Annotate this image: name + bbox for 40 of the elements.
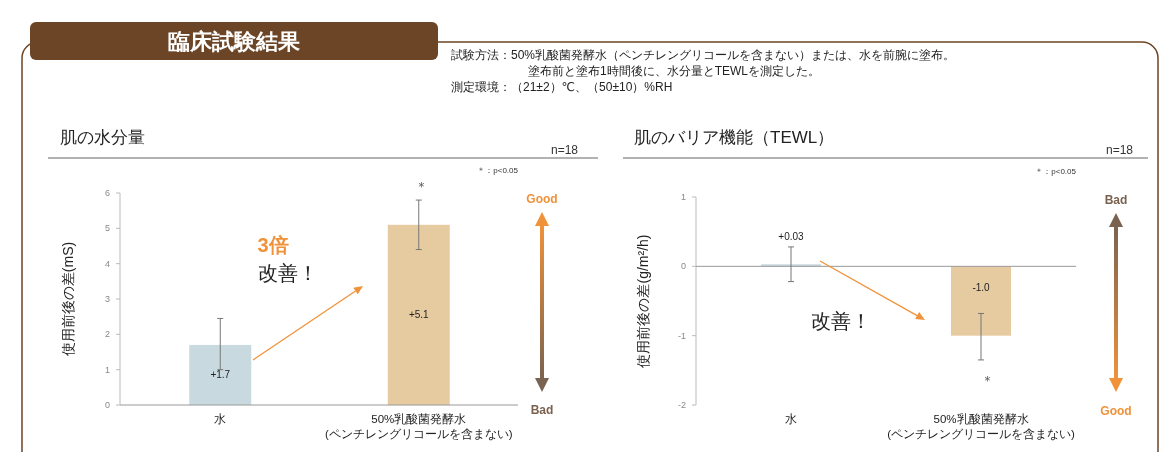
y-axis-title: 使用前後の差(mS)	[60, 241, 76, 357]
annotation: 改善！	[258, 262, 318, 284]
x-tick-label: 水	[214, 413, 227, 425]
text: Good	[526, 192, 558, 206]
text: Bad	[530, 403, 554, 417]
y-tick-label: 1	[680, 192, 686, 203]
y-tick-label: 0	[680, 261, 686, 272]
text: Good	[1100, 404, 1132, 418]
y-tick-label: 5	[104, 223, 110, 234]
annotation: ＊	[414, 179, 428, 194]
chart-title: 肌のバリア機能（TEWL）	[634, 128, 835, 147]
text: ＊：p<0.05	[477, 166, 519, 175]
x-tick-label: 50%乳酸菌発酵水 (ペンチレングリコールを含まない)	[887, 413, 1075, 441]
x-tick-label: 50%乳酸菌発酵水 (ペンチレングリコールを含まない)	[324, 413, 513, 441]
x-tick-label: 水	[785, 413, 797, 425]
y-tick-label: 6	[104, 188, 110, 199]
data-label: -1.0	[972, 281, 991, 293]
text: n=18	[1105, 143, 1134, 157]
y-tick-label: 0	[104, 400, 110, 411]
y-axis-title: 使用前後の差(g/m²/h)	[635, 234, 651, 368]
annotation: ＊	[980, 373, 994, 388]
text: ＊：p<0.05	[1035, 167, 1077, 176]
text: 試験方法：50%乳酸菌発酵水（ペンチレングリコールを含まない）または、水を前腕に塗布。	[451, 48, 956, 62]
y-tick-label: 1	[104, 364, 110, 375]
data-label: +0.03	[778, 231, 805, 243]
y-tick-label: -2	[677, 400, 686, 411]
text: 塗布前と塗布1時間後に、水分量とTEWLを測定した。	[528, 64, 821, 78]
text: 測定環境：（21±2）℃、（50±10）%RH	[451, 80, 673, 94]
data-label: +1.7	[210, 369, 231, 381]
data-label: +5.1	[408, 309, 430, 321]
chart-title: 肌の水分量	[60, 128, 145, 147]
y-tick-label: -1	[677, 330, 686, 341]
y-tick-label: 4	[104, 258, 110, 269]
annotation: 3倍	[257, 234, 289, 256]
text: 臨床試験結果	[168, 29, 301, 54]
y-tick-label: 3	[104, 294, 110, 305]
annotation: 改善！	[811, 310, 871, 332]
text: Bad	[1104, 193, 1128, 207]
y-tick-label: 2	[104, 329, 110, 340]
text: n=18	[550, 143, 579, 157]
